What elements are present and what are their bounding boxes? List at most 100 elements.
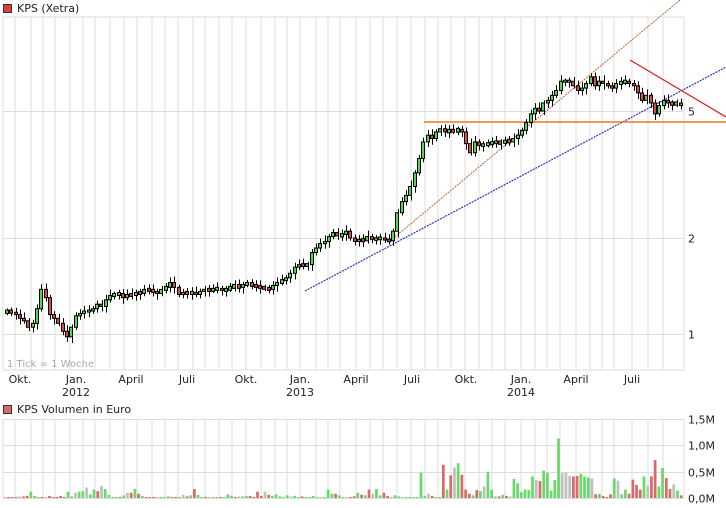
volume-bar: [560, 473, 564, 498]
volume-bar: [337, 495, 341, 498]
candle-up: [417, 157, 421, 174]
candle-down: [464, 131, 468, 145]
volume-bar: [159, 496, 163, 498]
candle-up: [550, 94, 554, 101]
volume-tick-label: 1,5M: [688, 414, 715, 427]
volume-bar: [471, 495, 475, 498]
volume-tick-label: 1,0M: [688, 440, 715, 453]
x-tick-label: Juli: [623, 373, 640, 386]
candle-down: [610, 85, 614, 89]
volume-bar: [501, 494, 505, 498]
volume-bar: [137, 493, 140, 498]
candle-down: [606, 82, 610, 87]
volume-bar: [211, 497, 215, 498]
volume-bar: [140, 495, 144, 498]
candle-down: [147, 287, 151, 292]
candle-up: [241, 283, 245, 288]
volume-bar: [661, 467, 664, 498]
candle-up: [74, 315, 78, 328]
candle-down: [194, 291, 198, 295]
volume-bar: [534, 480, 538, 498]
price-legend-label: KPS (Xetra): [17, 2, 80, 15]
candle-up: [159, 288, 163, 294]
volume-bar: [527, 490, 531, 498]
price-tick-label: 5: [688, 106, 695, 119]
volume-bar: [520, 492, 523, 498]
volume-bar: [114, 496, 118, 498]
price-y-axis: 5 2 1: [688, 106, 695, 342]
candle-down: [14, 311, 18, 316]
volume-bar: [282, 496, 285, 498]
volume-bar: [624, 489, 627, 498]
downtrend-line: [629, 59, 726, 118]
x-tick-label: April: [563, 373, 588, 386]
candle-up: [310, 252, 314, 266]
volume-bar: [70, 496, 74, 498]
candle-down: [301, 263, 305, 267]
volume-bar: [627, 493, 631, 498]
volume-bar: [233, 496, 237, 498]
candle-down: [593, 76, 597, 87]
price-candles: [5, 72, 683, 344]
volume-bar: [516, 483, 520, 498]
volume-bar: [427, 493, 430, 498]
candle-up: [190, 290, 194, 295]
volume-tick-label: 0,0M: [688, 493, 715, 506]
volume-bar: [415, 496, 419, 498]
price-grid: [2, 16, 685, 371]
candle-up: [421, 141, 425, 159]
candle-up: [619, 80, 623, 85]
candle-up: [228, 285, 232, 291]
candle-down: [129, 292, 133, 298]
candle-down: [177, 286, 181, 295]
candle-up: [567, 79, 571, 83]
volume-bar: [389, 496, 393, 498]
candle-up: [447, 128, 451, 134]
volume-bar: [334, 493, 337, 498]
candle-down: [468, 143, 472, 154]
volume-bar: [55, 496, 59, 498]
volume-bar: [207, 496, 211, 498]
candle-down: [649, 94, 653, 104]
candle-up: [202, 288, 206, 292]
candle-up: [481, 143, 485, 147]
x-year-label: 2013: [286, 386, 314, 399]
candle-down: [666, 99, 670, 104]
candle-up: [559, 80, 563, 91]
candle-down: [237, 283, 241, 289]
candle-up: [271, 284, 275, 290]
candle-up: [215, 286, 219, 291]
candle-up: [5, 309, 9, 314]
candle-up: [426, 134, 430, 143]
candle-up: [78, 312, 82, 317]
volume-bar: [583, 476, 586, 498]
candle-up: [524, 122, 528, 131]
volume-bar: [92, 489, 96, 498]
volume-bar: [479, 491, 482, 498]
volume-bar: [144, 496, 148, 498]
volume-bar: [263, 491, 267, 498]
volume-bar: [467, 493, 471, 498]
volume-bar: [423, 495, 427, 498]
volume-bar: [241, 496, 245, 498]
candle-down: [653, 102, 657, 115]
volume-bar: [14, 496, 18, 498]
candle-down: [207, 287, 211, 292]
volume-bar: [564, 472, 568, 498]
volume-bar: [245, 495, 248, 498]
volume-bar: [36, 497, 40, 498]
volume-bar: [668, 489, 672, 498]
candle-up: [232, 283, 236, 289]
candle-down: [18, 314, 22, 319]
candle-up: [494, 140, 498, 145]
candle-down: [267, 286, 271, 291]
volume-bar: [345, 497, 349, 498]
volume-bars: [3, 438, 683, 498]
candle-up: [623, 79, 627, 84]
volume-bar: [178, 496, 181, 498]
candle-down: [172, 282, 176, 288]
volume-bar: [252, 496, 256, 498]
candle-up: [404, 194, 408, 203]
candle-down: [387, 238, 391, 243]
volume-bar: [51, 497, 55, 498]
